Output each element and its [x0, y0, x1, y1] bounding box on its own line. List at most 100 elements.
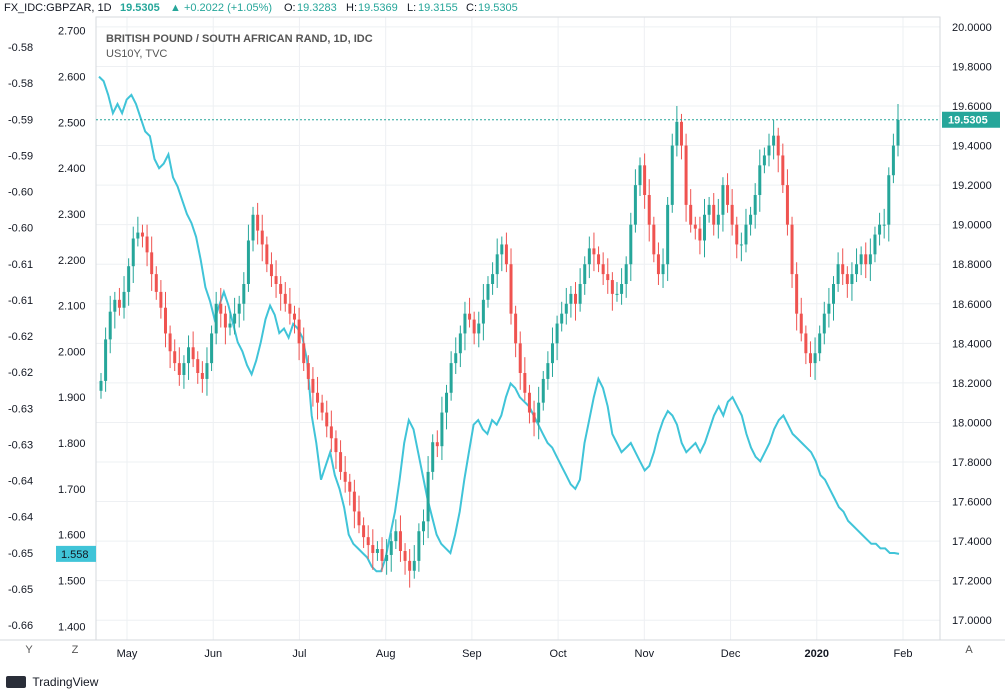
low-label: L:	[407, 2, 417, 14]
candle-body	[288, 303, 292, 314]
mid-axis-tick: 2.200	[58, 255, 86, 267]
right-axis-tick: 18.8000	[952, 259, 992, 271]
mid-axis-tick: 1.800	[58, 438, 86, 450]
log-scale-button[interactable]: Y	[25, 644, 33, 656]
candle-body	[302, 343, 306, 364]
x-axis-tick: 2020	[805, 648, 829, 660]
candle-body	[564, 303, 568, 314]
candle-body	[661, 264, 665, 275]
candle-body	[749, 214, 753, 225]
brand-text: TradingView	[32, 674, 99, 689]
candle-body	[808, 353, 812, 364]
candle-body	[325, 412, 329, 427]
candle-body	[532, 412, 536, 423]
current-price-badge	[942, 111, 1000, 128]
candle-body	[357, 511, 361, 526]
candle-body	[495, 254, 499, 275]
candle-body	[896, 119, 900, 146]
candle-body	[569, 293, 573, 304]
left-axis-tick: -0.63	[8, 439, 33, 451]
candle-body	[159, 291, 163, 308]
candle-body	[652, 224, 656, 255]
candle-body	[398, 531, 402, 551]
candle-body	[716, 214, 720, 225]
left-axis-tick: -0.64	[8, 476, 33, 488]
candle-body	[518, 343, 522, 373]
plot-frame	[95, 16, 941, 641]
candle-body	[509, 264, 513, 314]
candle-body	[237, 303, 241, 314]
price-change: ▲ +0.2022 (+1.05%)	[170, 2, 273, 14]
candle-body	[173, 351, 177, 364]
us10y-current-label: 1.558	[61, 549, 89, 561]
candle-body	[601, 264, 605, 275]
mid-axis-tick: 2.600	[58, 72, 86, 84]
candle-body	[403, 551, 407, 561]
zoom-button[interactable]: Z	[71, 644, 79, 656]
candle-body	[633, 185, 637, 225]
left-axis-tick: -0.58	[8, 78, 33, 90]
open-label: O:	[284, 2, 296, 14]
candle-body	[882, 224, 886, 226]
candle-body	[269, 264, 273, 277]
candle-body	[150, 252, 154, 275]
candle-body	[99, 380, 103, 391]
candle-body	[163, 307, 167, 334]
candle-body	[698, 228, 702, 241]
candle-body	[647, 195, 651, 225]
mid-axis-tick: 2.300	[58, 209, 86, 221]
tradingview-logo[interactable]: TradingView	[6, 674, 98, 689]
candle-body	[366, 537, 370, 546]
candle-body	[546, 363, 550, 379]
candle-body	[804, 333, 808, 354]
candle-body	[458, 333, 462, 354]
open-value: 19.3283	[297, 2, 337, 14]
candle-body	[348, 481, 352, 492]
candle-body	[707, 204, 711, 215]
candle-body	[583, 264, 587, 284]
candle-body	[205, 363, 209, 379]
left-axis-tick: -0.60	[8, 223, 33, 235]
candle-body	[855, 264, 859, 275]
left-axis-tick: -0.66	[8, 620, 33, 632]
candle-body	[182, 363, 186, 375]
candle-body	[113, 299, 117, 312]
candle-body	[260, 230, 264, 245]
right-axis-tick: 18.6000	[952, 299, 992, 311]
mid-axis-tick: 2.100	[58, 301, 86, 313]
gbpzar-candles	[99, 104, 900, 588]
candle-body	[136, 232, 140, 239]
close-label: C:	[466, 2, 477, 14]
right-axis-tick: 19.0000	[952, 220, 992, 232]
candle-body	[122, 291, 126, 308]
candle-body	[468, 313, 472, 320]
candle-body	[472, 319, 476, 334]
right-axis-tick: 18.4000	[952, 338, 992, 350]
candle-body	[675, 121, 679, 146]
candle-body	[850, 274, 854, 284]
candle-body	[256, 214, 260, 231]
candle-body	[666, 204, 670, 265]
candle-body	[693, 224, 697, 229]
candle-body	[191, 347, 195, 360]
x-axis-tick: Oct	[550, 648, 567, 660]
candle-body	[154, 274, 158, 292]
auto-scale-button[interactable]: A	[965, 644, 973, 656]
candle-body	[463, 313, 467, 334]
chart-legend-sub: US10Y, TVC	[106, 48, 167, 60]
tradingview-icon	[6, 675, 26, 688]
candle-body	[574, 293, 578, 304]
mid-axis-tick: 2.400	[58, 163, 86, 175]
left-axis-tick: -0.59	[8, 150, 33, 162]
candle-body	[730, 204, 734, 225]
candle-body	[500, 244, 504, 255]
us10y-current-badge	[56, 545, 96, 562]
candle-body	[477, 323, 481, 334]
candle-body	[859, 254, 863, 265]
candle-body	[813, 353, 817, 364]
candle-body	[421, 521, 425, 532]
mid-axis-tick: 2.500	[58, 117, 86, 129]
left-axis-tick: -0.61	[8, 259, 33, 271]
candle-body	[417, 531, 421, 561]
